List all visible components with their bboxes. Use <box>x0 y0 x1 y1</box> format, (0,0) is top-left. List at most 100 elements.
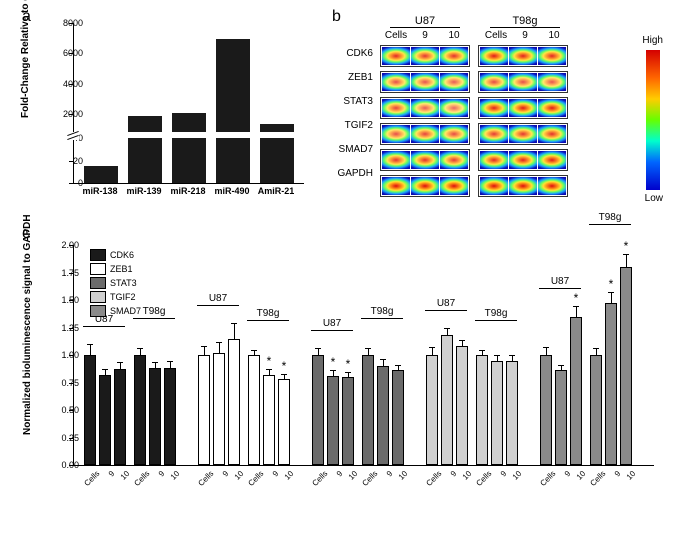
ytick-a: 20 <box>53 156 83 166</box>
blot-band <box>440 47 468 65</box>
blot-group-T98g <box>478 97 568 119</box>
bar-STAT3-U87-10: * <box>342 377 354 465</box>
ytick-a: 2000 <box>53 109 83 119</box>
significance-marker: * <box>609 277 614 291</box>
legend-label: STAT3 <box>110 278 137 288</box>
group-line <box>425 310 467 311</box>
blot-band <box>411 47 439 65</box>
group-line <box>311 330 353 331</box>
blot-band <box>440 73 468 91</box>
legend-item-CDK6: CDK6 <box>90 249 141 261</box>
blot-row-STAT3 <box>380 97 568 119</box>
bar-ZEB1-T98g-9: * <box>263 375 275 465</box>
blot-band <box>382 47 410 65</box>
colorbar <box>646 50 660 190</box>
panel-b-blot: U87Cells910T98gCells910 CDK6ZEB1STAT3TGI… <box>335 15 665 215</box>
blot-band <box>411 125 439 143</box>
bar-CDK6-T98g-9 <box>149 368 161 465</box>
bar-CDK6-U87-10 <box>114 369 126 465</box>
blot-row-label: SMAD7 <box>328 144 373 155</box>
ytick-a: 8000 <box>53 18 83 28</box>
bar-STAT3-T98g-Cells <box>362 355 374 465</box>
colorbar-high-label: High <box>642 35 663 46</box>
xlabel-a: miR-218 <box>168 186 208 196</box>
legend-item-STAT3: STAT3 <box>90 277 141 289</box>
blot-band <box>382 177 410 195</box>
xlabel-a: miR-138 <box>80 186 120 196</box>
bar-TGIF2-U87-9 <box>441 335 453 465</box>
legend-item-TGIF2: TGIF2 <box>90 291 141 303</box>
blot-band <box>480 125 508 143</box>
group-label-U87: U87 <box>539 276 581 287</box>
legend-item-SMAD7: SMAD7 <box>90 305 141 317</box>
bar-ZEB1-T98g-Cells <box>248 355 260 465</box>
bar-ZEB1-U87-10 <box>228 339 240 466</box>
panel-c-ylabel: Normalized bioluminescence signal to GAP… <box>22 214 33 435</box>
blot-grid <box>380 45 568 201</box>
blot-row-label: CDK6 <box>328 48 373 59</box>
blot-lane-header: Cells <box>482 30 510 41</box>
ytick-c: 1.50 <box>49 295 79 305</box>
bar-ZEB1-U87-Cells <box>198 355 210 465</box>
blot-group-T98g <box>478 123 568 145</box>
bar-STAT3-T98g-9 <box>377 366 389 465</box>
bar-SMAD7-T98g-Cells <box>590 355 602 465</box>
significance-marker: * <box>331 355 336 369</box>
group-line <box>197 305 239 306</box>
legend-swatch <box>90 263 106 275</box>
blot-band <box>538 47 566 65</box>
bar-miR-218 <box>172 113 206 183</box>
group-label-U87: U87 <box>197 293 239 304</box>
blot-row-label: STAT3 <box>328 96 373 107</box>
legend-label: TGIF2 <box>110 292 136 302</box>
blot-band <box>440 151 468 169</box>
bar-CDK6-U87-9 <box>99 375 111 465</box>
legend-label: CDK6 <box>110 250 134 260</box>
blot-group-U87 <box>380 45 470 67</box>
ytick-a: 0 <box>53 178 83 188</box>
figure-container: a b c Fold-Change Relative to control ce… <box>10 10 666 533</box>
legend-swatch <box>90 277 106 289</box>
bar-miR-490 <box>216 39 250 183</box>
group-label-T98g: T98g <box>361 306 403 317</box>
bar-SMAD7-T98g-10: * <box>620 267 632 465</box>
blot-band <box>509 47 537 65</box>
blot-band <box>538 177 566 195</box>
bar-miR-139 <box>128 116 162 183</box>
bar-TGIF2-U87-Cells <box>426 355 438 465</box>
ytick-c: 0.25 <box>49 433 79 443</box>
legend-swatch <box>90 249 106 261</box>
blot-band <box>440 177 468 195</box>
blot-band <box>382 99 410 117</box>
bar-CDK6-T98g-10 <box>164 368 176 465</box>
colorbar-low-label: Low <box>645 193 663 204</box>
ytick-a: 6000 <box>53 48 83 58</box>
significance-marker: * <box>346 357 351 371</box>
group-line <box>475 320 517 321</box>
bar-ZEB1-U87-9 <box>213 353 225 465</box>
blot-band <box>440 99 468 117</box>
bar-SMAD7-T98g-9: * <box>605 303 617 465</box>
blot-band <box>480 47 508 65</box>
significance-marker: * <box>574 291 579 305</box>
blot-lane-header: Cells <box>382 30 410 41</box>
blot-band <box>509 73 537 91</box>
blot-group-T98g <box>478 149 568 171</box>
blot-row-SMAD7 <box>380 149 568 171</box>
blot-row-label: TGIF2 <box>328 120 373 131</box>
legend-swatch <box>90 305 106 317</box>
blot-band <box>509 99 537 117</box>
group-label-U87: U87 <box>311 318 353 329</box>
group-line <box>361 318 403 319</box>
legend-item-ZEB1: ZEB1 <box>90 263 141 275</box>
blot-group-header: T98g <box>490 15 560 28</box>
blot-group-T98g <box>478 45 568 67</box>
significance-marker: * <box>267 354 272 368</box>
bar-CDK6-U87-Cells <box>84 355 96 465</box>
blot-row-TGIF2 <box>380 123 568 145</box>
blot-row-GAPDH <box>380 175 568 197</box>
blot-lane-header: 10 <box>440 30 468 41</box>
blot-row-label: ZEB1 <box>328 72 373 83</box>
group-label-T98g: T98g <box>475 308 517 319</box>
bar-SMAD7-U87-9 <box>555 370 567 465</box>
